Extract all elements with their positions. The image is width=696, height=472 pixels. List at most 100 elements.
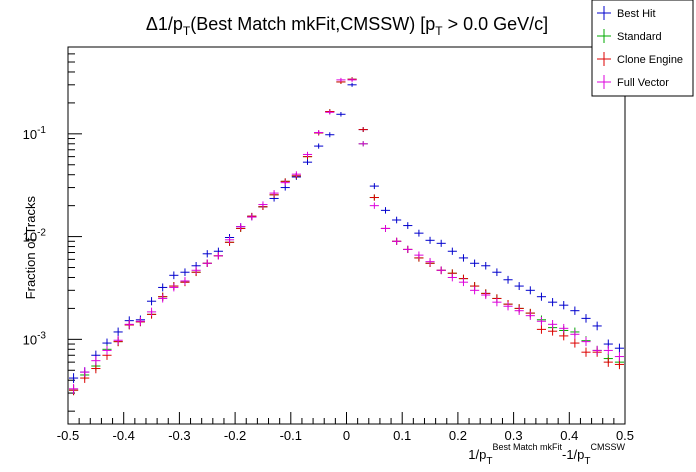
- data-point: [202, 259, 212, 268]
- data-point: [581, 347, 591, 357]
- legend-label: Standard: [617, 31, 662, 43]
- data-point: [224, 236, 235, 244]
- data-point: [514, 306, 524, 315]
- data-point: [258, 201, 268, 208]
- legend-label: Clone Engine: [617, 54, 683, 66]
- data-point: [525, 286, 535, 295]
- legend-label: Full Vector: [617, 77, 669, 89]
- data-point: [369, 202, 379, 209]
- data-point: [559, 323, 569, 333]
- data-point: [614, 351, 624, 362]
- series-clone-engine: [69, 77, 624, 396]
- data-point: [135, 316, 145, 326]
- data-point: [470, 286, 480, 295]
- legend-entry: Best Hit: [597, 6, 656, 20]
- title-part-2: (Best Match mkFit,CMSSW) [p: [190, 14, 435, 34]
- data-point: [146, 307, 157, 317]
- data-point: [614, 343, 624, 353]
- data-point: [425, 236, 435, 244]
- title-part-1: Δ1/p: [146, 14, 183, 34]
- legend-entry: Clone Engine: [597, 52, 683, 66]
- data-point: [314, 143, 324, 149]
- y-tick-exponent: -3: [37, 330, 46, 341]
- title-sub-2: T: [435, 24, 443, 38]
- data-point: [291, 171, 301, 178]
- data-point: [80, 367, 90, 377]
- x-axis-title: 1/pTBest Match mkFit-1/pTCMSSW: [468, 442, 625, 467]
- data-point: [492, 268, 502, 277]
- xlabel-part-2: -1/p: [562, 447, 584, 462]
- y-tick-exponent: -2: [37, 228, 46, 239]
- data-point: [536, 316, 547, 326]
- title-sub-1: T: [183, 24, 191, 38]
- xlabel-sup-2: CMSSW: [591, 442, 626, 452]
- data-point: [559, 301, 569, 310]
- data-point: [325, 132, 335, 138]
- data-point: [124, 319, 134, 329]
- data-point: [536, 292, 547, 301]
- y-tick-base: 10: [23, 230, 37, 245]
- legend-entry: Full Vector: [597, 75, 669, 89]
- data-point: [69, 373, 79, 383]
- xlabel-sub-1: T: [486, 456, 492, 467]
- data-point: [436, 266, 446, 275]
- data-point: [247, 213, 257, 221]
- y-tick-label: 10-3: [23, 330, 47, 347]
- data-point: [358, 141, 368, 147]
- series-layer: [69, 77, 624, 396]
- data-point: [180, 268, 190, 277]
- xlabel-part-1: 1/p: [468, 447, 486, 462]
- data-point: [492, 298, 502, 307]
- data-point: [191, 266, 201, 275]
- data-point: [570, 338, 580, 348]
- legend-entry: Standard: [597, 29, 662, 43]
- data-point: [458, 278, 469, 287]
- chart-title: Δ1/pT(Best Match mkFit,CMSSW) [pT > 0.0 …: [146, 14, 548, 38]
- y-tick-label: 10-2: [23, 228, 47, 245]
- legend: Best Hit Standard Clone Engine Full Vector: [591, 0, 694, 97]
- data-point: [470, 259, 480, 268]
- data-point: [581, 337, 591, 347]
- xlabel-sub-2: T: [584, 456, 590, 467]
- y-tick-label: 10-1: [23, 125, 47, 142]
- data-point: [603, 345, 613, 356]
- legend-entries: Best Hit Standard Clone Engine Full Vector: [597, 6, 683, 89]
- data-point: [269, 190, 279, 197]
- data-point: [559, 331, 569, 341]
- data-point: [169, 271, 179, 280]
- x-tick-label: 0.1: [393, 428, 411, 443]
- y-tick-base: 10: [23, 332, 37, 347]
- plot-frame: [67, 46, 626, 425]
- data-point: [425, 257, 435, 266]
- data-point: [392, 237, 402, 245]
- data-point: [369, 194, 379, 201]
- x-tick-label: 0: [343, 428, 350, 443]
- data-point: [302, 159, 313, 165]
- data-point: [113, 327, 123, 337]
- data-point: [392, 216, 402, 224]
- data-point: [380, 225, 391, 232]
- data-point: [380, 207, 391, 214]
- legend-label: Best Hit: [617, 8, 656, 20]
- data-point: [548, 298, 558, 307]
- data-point: [91, 355, 101, 366]
- data-point: [436, 239, 446, 247]
- data-point: [336, 77, 346, 82]
- data-point: [302, 151, 313, 158]
- data-point: [347, 77, 357, 82]
- y-axis: 10-310-210-1: [23, 53, 82, 412]
- data-point: [603, 357, 613, 367]
- data-point: [358, 127, 368, 133]
- data-point: [570, 306, 580, 315]
- data-point: [614, 359, 624, 370]
- x-tick-label: -0.4: [112, 428, 134, 443]
- x-tick-label: 0.3: [505, 428, 523, 443]
- data-point: [169, 283, 179, 292]
- data-point: [158, 283, 168, 292]
- data-point: [325, 110, 335, 115]
- data-point: [548, 319, 558, 329]
- y-tick-exponent: -1: [37, 125, 46, 136]
- xlabel-sup-1: Best Match mkFit: [492, 442, 562, 452]
- x-tick-label: -0.5: [57, 428, 79, 443]
- data-point: [447, 273, 457, 282]
